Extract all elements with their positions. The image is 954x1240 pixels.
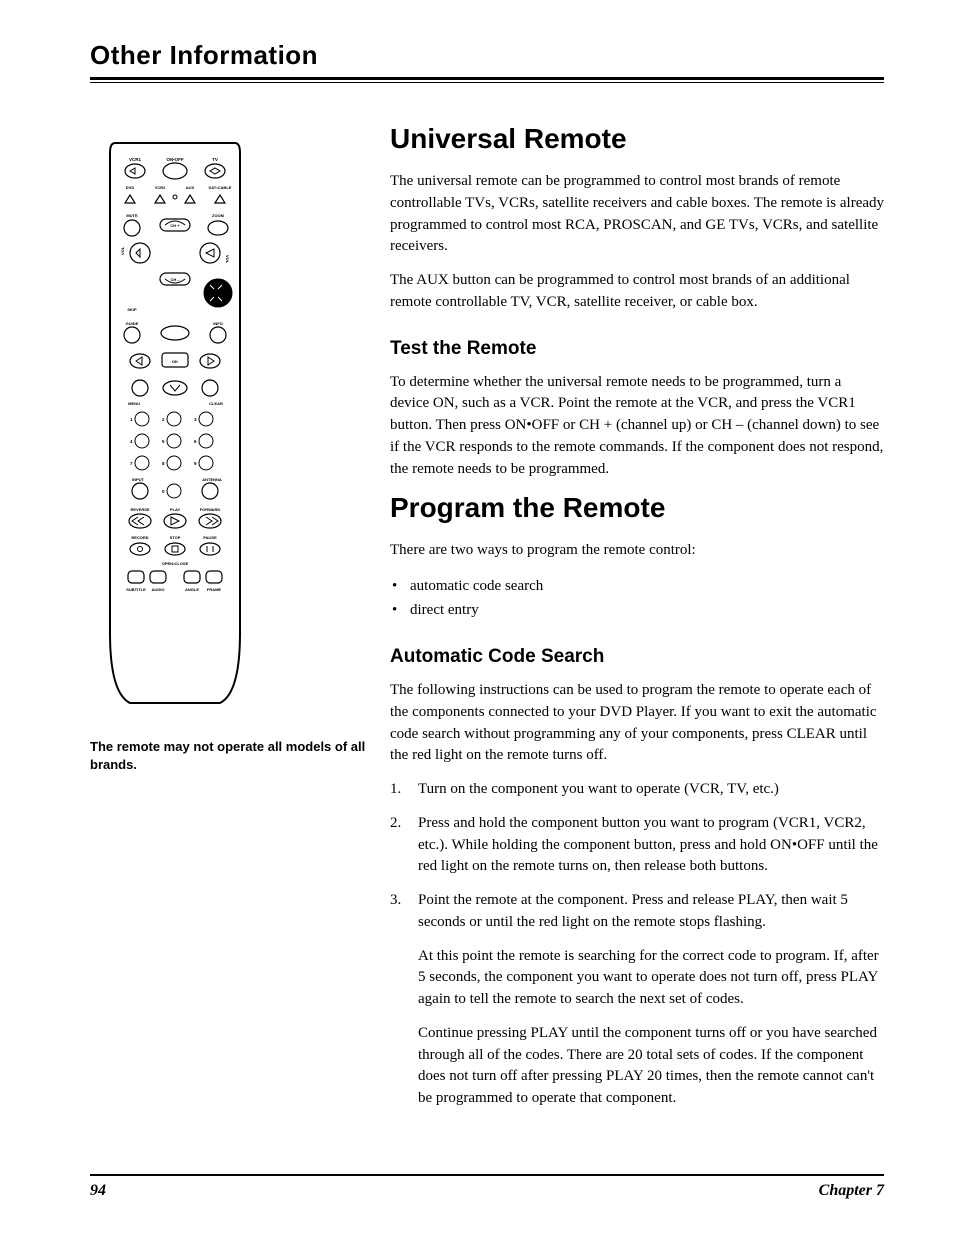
lbl-pause: PAUSE [203,535,217,540]
page-number: 94 [90,1182,106,1200]
step-sub: Continue pressing PLAY until the compone… [418,1023,884,1110]
right-column: Universal Remote The universal remote ca… [390,123,884,1122]
chapter-label: Chapter 7 [819,1182,884,1200]
section-header: Other Information [90,40,884,83]
figure-caption: The remote may not operate all models of… [90,738,370,774]
section-title: Other Information [90,40,884,71]
lbl-zoom: ZOOM [212,213,225,218]
lbl-frame: FRAME [207,587,222,592]
header-rule-thin [90,82,884,83]
heading-program-remote: Program the Remote [390,492,884,524]
lbl-openclose: OPEN•CLOSE [162,561,189,566]
svg-text:VOL: VOL [225,255,230,264]
step-sub: At this point the remote is searching fo… [418,946,884,1011]
lbl-dvd: DVD [126,185,135,190]
heading-universal-remote: Universal Remote [390,123,884,155]
lbl-audio: AUDIO [152,587,165,592]
lbl-satcable: SAT•CABLE [209,185,232,190]
svg-text:9: 9 [194,461,197,466]
lbl-ok: OK [172,359,178,364]
svg-text:8: 8 [162,461,165,466]
para-universal-2: The AUX button can be programmed to cont… [390,270,884,314]
lbl-clear: CLEAR [209,401,223,406]
para-test-1: To determine whether the universal remot… [390,372,884,481]
lbl-stop: STOP [170,535,181,540]
heading-test-remote: Test the Remote [390,338,884,360]
page-content: VCR1 ON•OFF TV DVD VCR2 AUX SAT•CABLE MU… [90,123,884,1122]
lbl-forward: FORWARD [200,507,221,512]
para-universal-1: The universal remote can be programmed t… [390,171,884,258]
svg-text:5: 5 [162,439,165,444]
lbl-guide: GUIDE [126,321,139,326]
lbl-onoff: ON•OFF [166,157,184,162]
svg-text:4: 4 [130,439,133,444]
lbl-skip: SKIP [127,307,137,312]
heading-auto-code-search: Automatic Code Search [390,646,884,668]
lbl-chdn: CH – [170,277,180,282]
lbl-input: INPUT [132,477,145,482]
para-auto-1: The following instructions can be used t… [390,680,884,767]
svg-text:VOL: VOL [120,246,125,255]
footer-rule [90,1174,884,1176]
lbl-aux: AUX [186,185,195,190]
lbl-vcr2: VCR2 [155,185,166,190]
svg-text:1: 1 [130,417,133,422]
svg-text:2: 2 [162,417,165,422]
list-item: direct entry [410,598,884,622]
lbl-vcr1: VCR1 [129,157,142,162]
step-item: Point the remote at the component. Press… [390,890,884,1110]
svg-text:7: 7 [130,461,133,466]
numpad: 1 2 3 4 5 6 7 8 9 [130,412,213,470]
step-item: Press and hold the component button you … [390,813,884,878]
auto-code-steps: Turn on the component you want to operat… [390,779,884,1110]
remote-diagram: VCR1 ON•OFF TV DVD VCR2 AUX SAT•CABLE MU… [90,133,260,713]
program-methods-list: automatic code search direct entry [390,574,884,622]
lbl-subtitle: SUBTITLE [126,587,146,592]
lbl-angle: ANGLE [185,587,199,592]
lbl-info: INFO [213,321,223,326]
lbl-reverse: REVERSE [130,507,149,512]
left-column: VCR1 ON•OFF TV DVD VCR2 AUX SAT•CABLE MU… [90,123,390,1122]
step-item: Turn on the component you want to operat… [390,779,884,801]
lbl-record: RECORD [131,535,148,540]
lbl-antenna: ANTENNA [202,477,222,482]
header-rule-thick [90,77,884,80]
svg-text:3: 3 [194,417,197,422]
lbl-mute: MUTE [126,213,138,218]
page-footer: 94 Chapter 7 [90,1174,884,1200]
lbl-tv: TV [212,157,218,162]
para-program-1: There are two ways to program the remote… [390,540,884,562]
list-item: automatic code search [410,574,884,598]
svg-text:6: 6 [194,439,197,444]
svg-text:0: 0 [162,489,165,494]
lbl-chup: CH + [170,223,180,228]
lbl-play: PLAY [170,507,181,512]
lbl-menu: MENU [128,401,140,406]
